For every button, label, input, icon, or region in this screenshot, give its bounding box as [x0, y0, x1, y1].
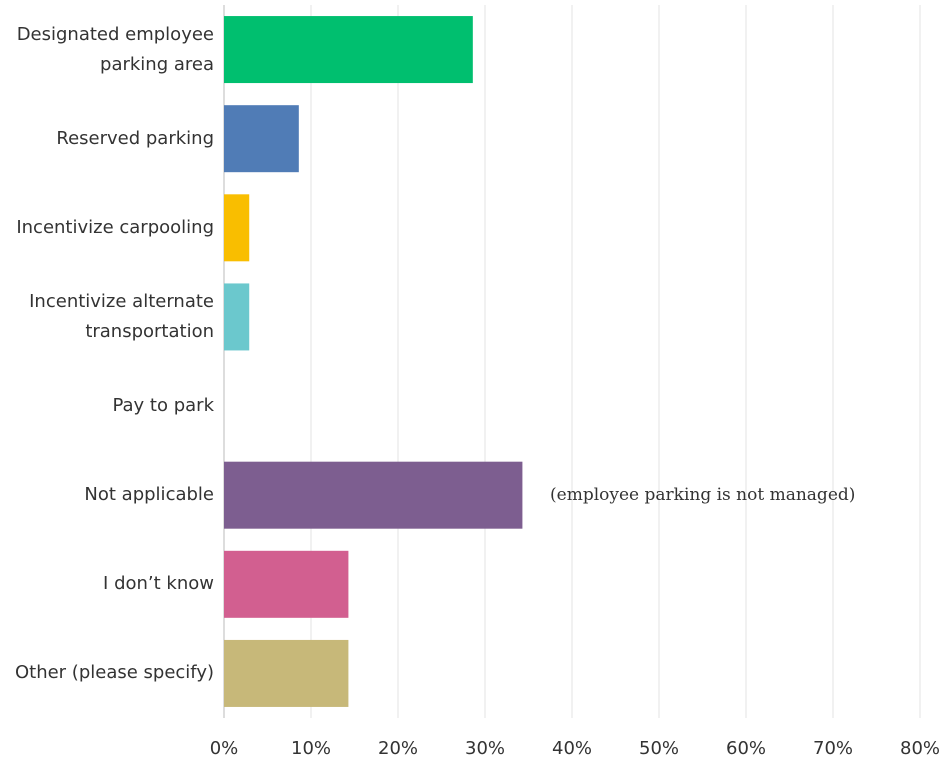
bar [224, 461, 523, 529]
bar [224, 16, 473, 84]
x-tick-label: 40% [551, 738, 593, 759]
x-tick-label: 60% [725, 738, 767, 759]
y-tick-label: Other (please specify) [14, 662, 214, 684]
x-tick-label: 30% [464, 738, 506, 759]
x-tick-label: 50% [638, 738, 680, 759]
bar [224, 639, 349, 707]
y-tick-label: I don’t know [103, 573, 214, 595]
bar [224, 105, 299, 173]
y-tick-label: Pay to park [112, 395, 214, 417]
y-tick-label: Designated employee parking area [16, 23, 214, 75]
x-tick-label: 80% [899, 738, 941, 759]
bar [224, 194, 250, 262]
y-tick-label: Incentivize alternate transportation [29, 290, 214, 342]
bar [224, 550, 349, 618]
annotation: (employee parking is not managed) [550, 485, 856, 506]
y-tick-label: Reserved parking [56, 127, 214, 149]
bar [224, 283, 250, 351]
x-tick-label: 0% [209, 738, 239, 759]
y-tick-label: Incentivize carpooling [16, 216, 214, 238]
y-tick-label: Not applicable [84, 484, 214, 506]
x-tick-label: 10% [290, 738, 332, 759]
x-tick-label: 20% [377, 738, 419, 759]
x-tick-label: 70% [812, 738, 854, 759]
